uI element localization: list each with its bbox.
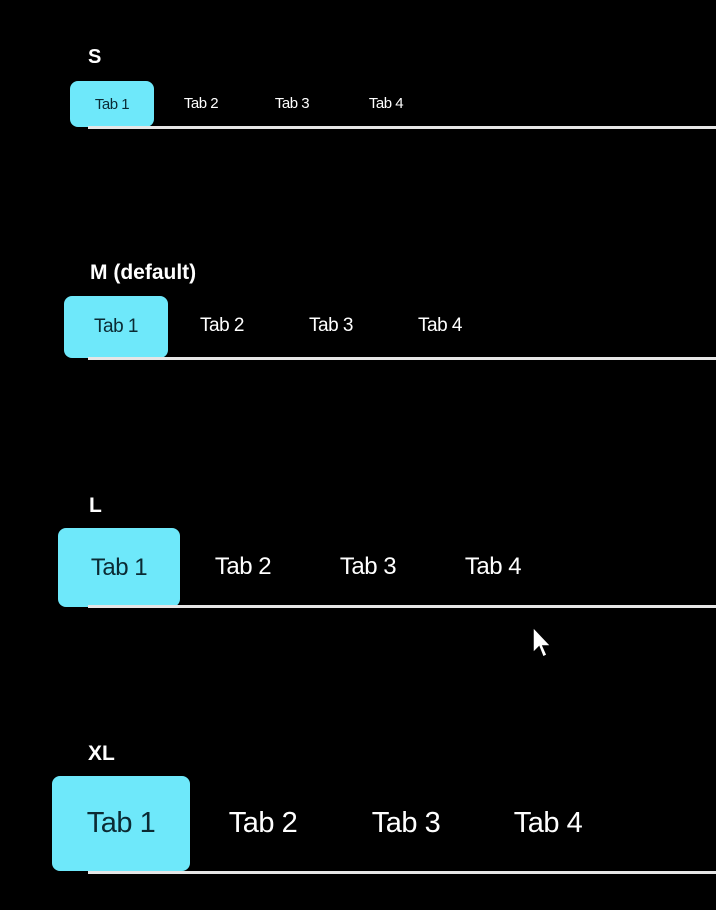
tab-baseline xyxy=(88,871,716,874)
tab-4[interactable]: Tab 4 xyxy=(478,776,618,871)
tab-3[interactable]: Tab 3 xyxy=(336,776,476,871)
size-label-l: L xyxy=(89,494,102,517)
tab-4[interactable]: Tab 4 xyxy=(432,528,554,605)
size-label-s: S xyxy=(88,46,102,68)
tabs-l: Tab 1 Tab 2 Tab 3 Tab 4 xyxy=(0,528,716,608)
tabs-m: Tab 1 Tab 2 Tab 3 Tab 4 xyxy=(0,296,716,360)
tab-2[interactable]: Tab 2 xyxy=(172,296,272,356)
tab-4[interactable]: Tab 4 xyxy=(390,296,490,356)
size-label-m: M (default) xyxy=(90,261,197,284)
tab-1[interactable]: Tab 1 xyxy=(64,296,168,358)
tab-baseline xyxy=(88,605,716,608)
size-label-xl: XL xyxy=(88,742,115,765)
tab-4[interactable]: Tab 4 xyxy=(342,81,430,125)
tab-baseline xyxy=(88,126,716,129)
tab-3[interactable]: Tab 3 xyxy=(307,528,429,605)
tab-2[interactable]: Tab 2 xyxy=(158,81,244,125)
mouse-pointer-icon xyxy=(532,626,553,659)
tab-3[interactable]: Tab 3 xyxy=(280,296,382,356)
tab-1[interactable]: Tab 1 xyxy=(70,81,154,127)
tab-2[interactable]: Tab 2 xyxy=(182,528,304,605)
tab-2[interactable]: Tab 2 xyxy=(192,776,334,871)
tabs-xl: Tab 1 Tab 2 Tab 3 Tab 4 xyxy=(0,776,716,874)
tab-baseline xyxy=(88,357,716,360)
tabs-s: Tab 1 Tab 2 Tab 3 Tab 4 xyxy=(0,81,716,129)
tab-1[interactable]: Tab 1 xyxy=(58,528,180,607)
tab-1[interactable]: Tab 1 xyxy=(52,776,190,871)
tab-3[interactable]: Tab 3 xyxy=(248,81,336,125)
